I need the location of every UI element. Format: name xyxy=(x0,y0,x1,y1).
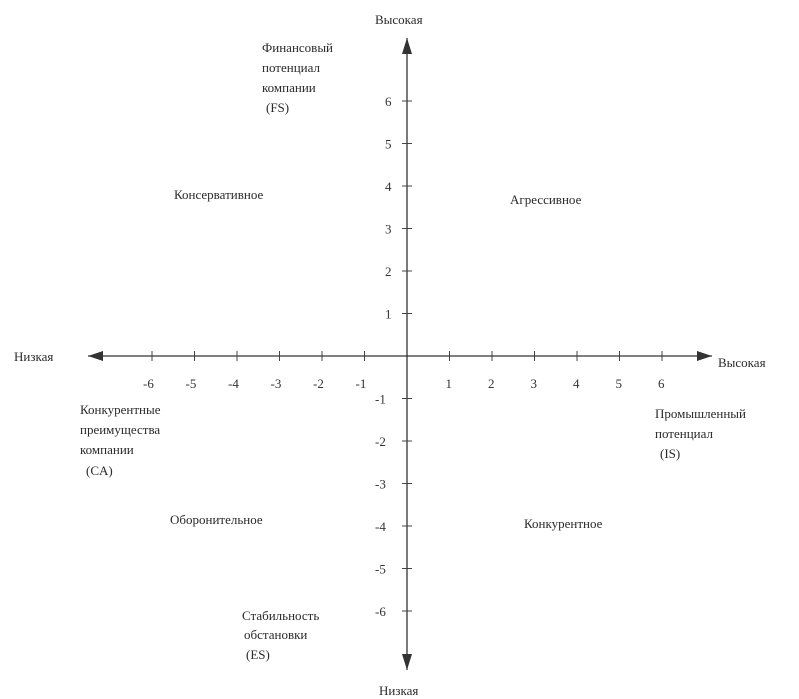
es-title-line: Стабильность xyxy=(242,608,319,623)
vertical-axis-top-label: Высокая xyxy=(375,12,423,27)
vertical-axis-bottom-arrow xyxy=(402,654,412,670)
y-tick-label: 4 xyxy=(385,179,392,194)
is-title-line: (IS) xyxy=(660,446,680,461)
fs-title-line: (FS) xyxy=(266,100,289,115)
is-title: Промышленный потенциал (IS) xyxy=(655,406,746,461)
ca-title-line: (CA) xyxy=(86,463,113,478)
fs-title: Финансовый потенциал компании (FS) xyxy=(262,40,333,115)
fs-title-line: компании xyxy=(262,80,316,95)
horizontal-axis-right-label: Высокая xyxy=(718,355,766,370)
y-tick-label: -6 xyxy=(375,604,386,619)
horizontal-axis-left-arrow xyxy=(88,351,103,361)
x-axis-ticks: 1 2 3 4 5 6 -6 -5 -4 -3 -2 -1 xyxy=(143,351,665,391)
x-tick-label: -6 xyxy=(143,376,154,391)
x-tick-label: 3 xyxy=(531,376,538,391)
vertical-axis-top-arrow xyxy=(402,38,412,54)
es-title-line: обстановки xyxy=(244,627,307,642)
y-tick-label: -3 xyxy=(375,477,386,492)
vertical-axis-bottom-label: Низкая xyxy=(379,683,418,698)
x-tick-label: 1 xyxy=(446,376,453,391)
quadrant-aggressive: Агрессивное xyxy=(510,192,582,207)
y-tick-label: 5 xyxy=(385,137,392,152)
y-tick-label: 3 xyxy=(385,222,392,237)
is-title-line: Промышленный xyxy=(655,406,746,421)
is-title-line: потенциал xyxy=(655,426,713,441)
y-tick-label: -5 xyxy=(375,562,386,577)
ca-title-line: компании xyxy=(80,442,134,457)
y-axis-ticks: 1 2 3 4 5 6 -1 -2 -3 -4 -5 -6 xyxy=(375,94,412,619)
x-tick-label: -3 xyxy=(271,376,282,391)
quadrant-defensive: Оборонительное xyxy=(170,512,263,527)
x-tick-label: 4 xyxy=(573,376,580,391)
x-tick-label: 5 xyxy=(616,376,623,391)
quadrant-competitive: Конкурентное xyxy=(524,516,603,531)
fs-title-line: Финансовый xyxy=(262,40,333,55)
y-tick-label: -2 xyxy=(375,434,386,449)
y-tick-label: -4 xyxy=(375,519,386,534)
x-tick-label: -1 xyxy=(356,376,367,391)
y-tick-label: -1 xyxy=(375,392,386,407)
x-tick-label: -4 xyxy=(228,376,239,391)
x-tick-label: -5 xyxy=(186,376,197,391)
horizontal-axis-right-arrow xyxy=(697,351,712,361)
y-tick-label: 6 xyxy=(385,94,392,109)
ca-title-line: преимущества xyxy=(80,422,160,437)
y-tick-label: 2 xyxy=(385,264,392,279)
horizontal-axis-left-label: Низкая xyxy=(14,349,53,364)
x-tick-label: 2 xyxy=(488,376,495,391)
es-title-line: (ES) xyxy=(246,647,270,662)
x-tick-label: 6 xyxy=(658,376,665,391)
fs-title-line: потенциал xyxy=(262,60,320,75)
ca-title-line: Конкурентные xyxy=(80,402,161,417)
es-title: Стабильность обстановки (ES) xyxy=(242,608,319,662)
x-tick-label: -2 xyxy=(313,376,324,391)
quadrant-conservative: Консервативное xyxy=(174,187,263,202)
y-tick-label: 1 xyxy=(385,307,392,322)
ca-title: Конкурентные преимущества компании (CA) xyxy=(80,402,161,478)
